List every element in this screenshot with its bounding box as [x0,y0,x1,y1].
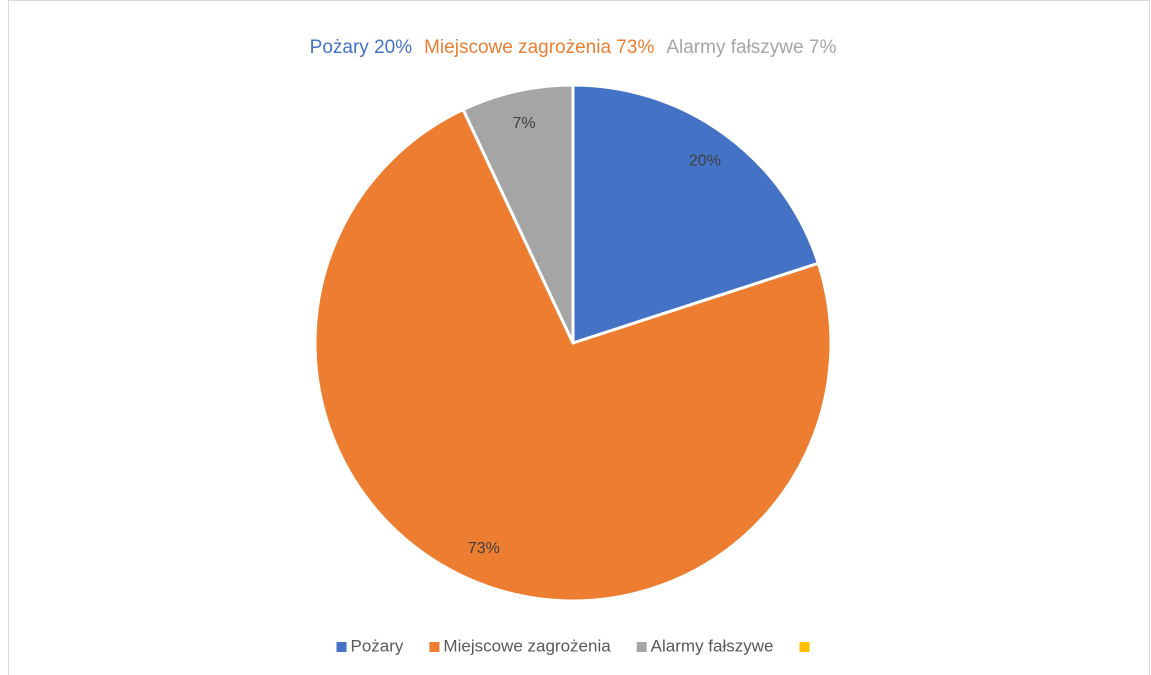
legend-label: Miejscowe zagrożenia [443,636,611,655]
legend-label: Pożary [351,636,404,655]
pie-slice [313,108,833,603]
data-label: 7% [512,115,535,132]
legend-swatch [636,642,647,652]
legend-swatch [429,642,440,652]
legend-label: Alarmy fałszywe [651,636,774,655]
title-part: Miejscowe zagrożenia 73% [424,37,654,58]
data-label: 20% [689,153,721,170]
chart-title: Pożary 20% Miejscowe zagrożenia 73% Alarmy… [310,37,837,58]
legend-swatch [336,642,347,652]
legend-swatch [799,642,810,652]
title-part: Pożary 20% [310,37,413,58]
data-label: 73% [468,540,500,557]
pie-slice [571,83,820,345]
pie-slice [461,83,575,345]
legend: Pożary Miejscowe zagrożenia Alarmy fałszyw… [336,636,810,655]
title-part: Alarmy fałszywe 7% [666,37,836,58]
